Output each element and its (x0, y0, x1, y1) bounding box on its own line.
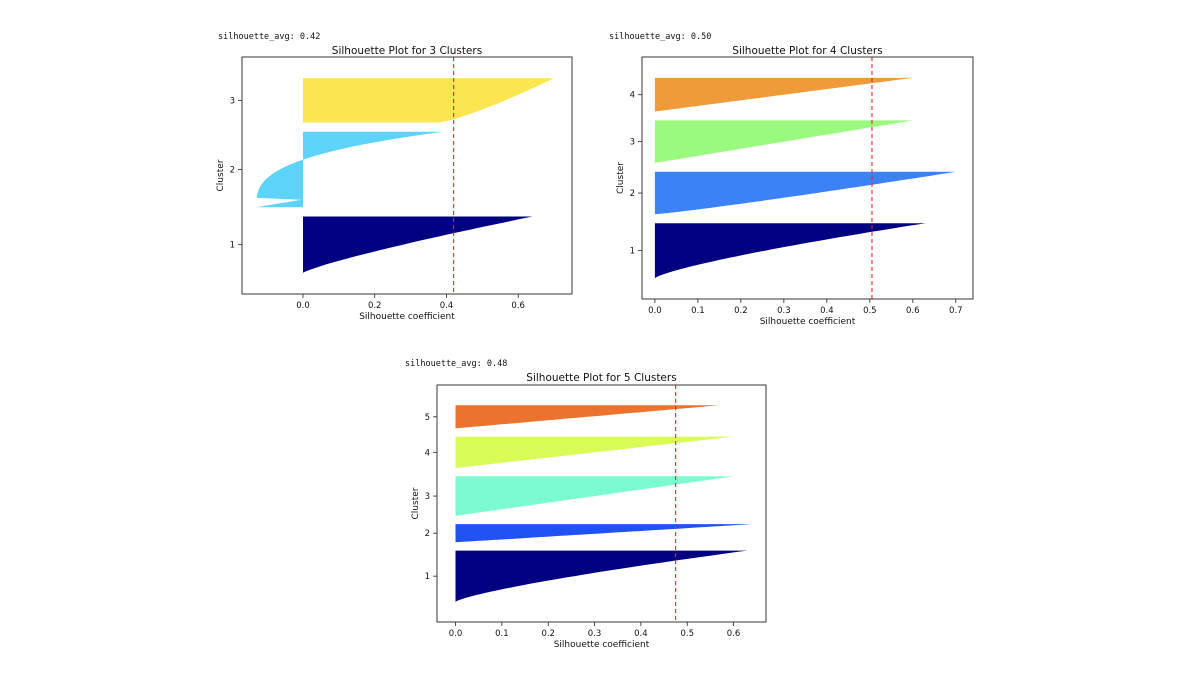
y-tick-label: 2 (630, 189, 635, 199)
x-tick-label: 0.3 (777, 306, 791, 316)
silhouette-avg-label: silhouette_avg: 0.42 (218, 32, 320, 42)
plot-frame (241, 56, 573, 295)
silhouette-avg-label: silhouette_avg: 0.50 (609, 32, 711, 42)
x-tick-label: 0.5 (863, 306, 877, 316)
silhouette-panel-1: silhouette_avg: 0.42 Silhouette Plot for … (216, 32, 573, 322)
y-axis-label: Cluster (411, 487, 421, 519)
y-tick-label: 4 (425, 448, 430, 458)
silhouette-panel-3: silhouette_avg: 0.48 Silhouette Plot for … (405, 359, 767, 650)
x-tick-label: 0.0 (449, 629, 463, 639)
x-tick-label: 0.1 (495, 629, 509, 639)
cluster-1-silhouette (303, 216, 533, 273)
y-tick-label: 1 (425, 572, 430, 582)
chart-title: Silhouette Plot for 4 Clusters (732, 45, 882, 57)
plot-frame (436, 384, 767, 623)
y-tick-label: 2 (425, 529, 430, 539)
y-axis-label: Cluster (216, 159, 226, 191)
x-tick-label: 0.1 (691, 306, 705, 316)
x-tick-label: 0.6 (906, 306, 920, 316)
chart-title: Silhouette Plot for 5 Clusters (526, 372, 676, 384)
x-tick-label: 0.3 (588, 629, 602, 639)
x-tick-label: 0.0 (296, 301, 310, 311)
y-tick-label: 2 (230, 166, 235, 176)
chart-title: Silhouette Plot for 3 Clusters (332, 45, 482, 57)
x-tick-label: 0.0 (648, 306, 662, 316)
y-axis-label: Cluster (616, 162, 626, 194)
cluster-5-silhouette (455, 405, 720, 429)
cluster-3-silhouette (654, 120, 913, 163)
cluster-3-silhouette (303, 78, 555, 123)
plot-frame (641, 56, 974, 300)
x-tick-label: 0.2 (734, 306, 748, 316)
x-axis-label: Silhouette coefficient (359, 312, 455, 322)
cluster-3-silhouette (455, 476, 734, 516)
silhouette-panel-2: silhouette_avg: 0.50 Silhouette Plot for … (609, 32, 974, 327)
y-tick-label: 3 (630, 138, 635, 148)
y-tick-label: 5 (425, 413, 430, 423)
y-tick-label: 3 (425, 492, 430, 502)
x-tick-label: 0.7 (949, 306, 963, 316)
y-tick-label: 1 (230, 241, 235, 251)
x-tick-label: 0.2 (368, 301, 382, 311)
x-tick-label: 0.2 (541, 629, 555, 639)
y-tick-label: 4 (630, 91, 635, 101)
cluster-2-silhouette (654, 171, 956, 215)
x-axis-label: Silhouette coefficient (760, 317, 856, 327)
cluster-2-silhouette (256, 131, 443, 208)
x-tick-label: 0.4 (440, 301, 454, 311)
x-tick-label: 0.5 (680, 629, 694, 639)
cluster-1-silhouette (654, 223, 926, 279)
x-tick-label: 0.4 (820, 306, 834, 316)
x-tick-label: 0.6 (727, 629, 741, 639)
x-axis-label: Silhouette coefficient (554, 640, 650, 650)
cluster-4-silhouette (654, 77, 913, 112)
x-tick-label: 0.4 (634, 629, 648, 639)
silhouette-avg-label: silhouette_avg: 0.48 (405, 359, 507, 369)
y-tick-label: 1 (630, 247, 635, 257)
cluster-4-silhouette (455, 436, 734, 468)
cluster-2-silhouette (455, 524, 753, 543)
x-tick-label: 0.6 (511, 301, 525, 311)
cluster-1-silhouette (455, 550, 748, 602)
y-tick-label: 3 (230, 96, 235, 106)
